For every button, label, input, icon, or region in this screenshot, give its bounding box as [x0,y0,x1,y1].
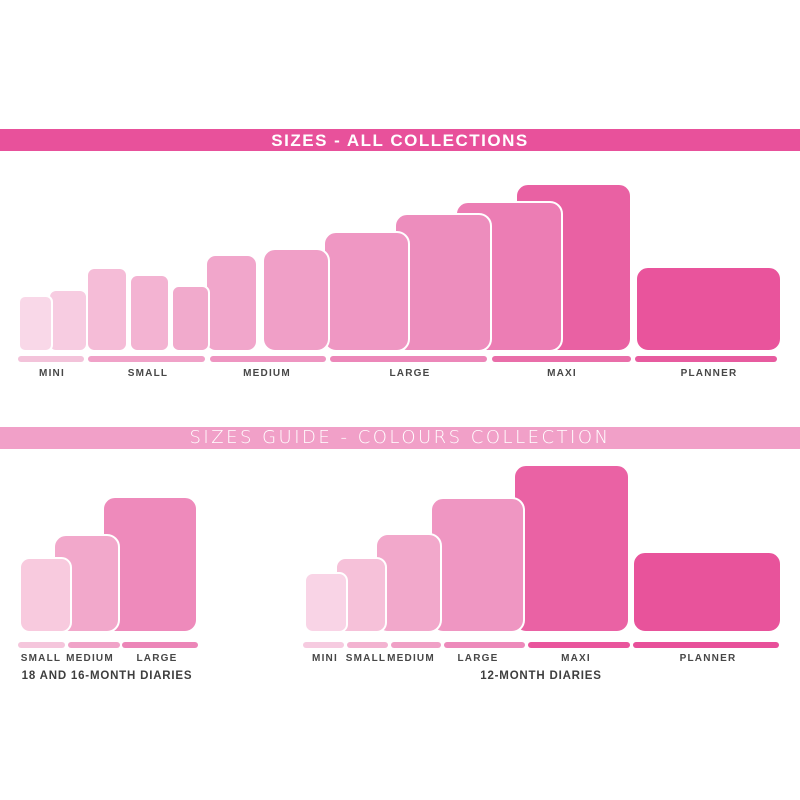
underline-bar-small [88,356,205,362]
underline-bar-maxi [528,642,630,648]
size-label-small: SMALL [127,368,169,379]
book-large-1 [323,231,410,352]
underline-bar-small [347,642,388,648]
book-mini-1 [18,295,53,352]
underline-bar-large [330,356,487,362]
underline-bar-medium [391,642,441,648]
size-label-planner: PLANNER [679,653,737,664]
size-label-mini: MINI [312,653,338,664]
underline-bar-medium [68,642,120,648]
size-label-small: SMALL [345,653,387,664]
book-mini-2 [48,289,88,352]
book-medium-1 [205,254,258,352]
book-planner-1 [632,551,782,633]
book-large-1 [430,497,525,633]
underline-bar-mini [303,642,344,648]
size-label-large: LARGE [136,653,178,664]
size-label-medium: MEDIUM [387,653,435,664]
size-label-large: LARGE [457,653,499,664]
book-mini-1 [304,572,348,633]
banner-all-collections: SIZES - ALL COLLECTIONS [0,129,800,151]
underline-bar-medium [210,356,326,362]
size-label-maxi: MAXI [547,368,577,379]
book-small-1 [86,267,128,352]
banner-colours-collection: SIZES GUIDE - COLOURS COLLECTION [0,427,800,449]
book-maxi-1 [513,464,630,633]
size-label-large: LARGE [389,368,431,379]
book-planner-1 [635,266,782,352]
size-label-medium: MEDIUM [66,653,114,664]
size-label-mini: MINI [39,368,65,379]
book-medium-2 [262,248,330,352]
size-label-planner: PLANNER [680,368,738,379]
book-small-2 [129,274,170,352]
underline-bar-large [444,642,525,648]
book-small-3 [171,285,210,352]
size-label-maxi: MAXI [561,653,591,664]
size-label-small: SMALL [20,653,62,664]
size-label-medium: MEDIUM [243,368,291,379]
diagram-caption-diaries-12-month: 12-MONTH DIARIES [480,670,602,682]
underline-bar-maxi [492,356,631,362]
underline-bar-mini [18,356,84,362]
diagram-caption-diaries-18-16-month: 18 AND 16-MONTH DIARIES [21,670,193,682]
book-small-1 [19,557,72,633]
underline-bar-planner [635,356,777,362]
underline-bar-planner [633,642,779,648]
underline-bar-large [122,642,198,648]
underline-bar-small [18,642,65,648]
